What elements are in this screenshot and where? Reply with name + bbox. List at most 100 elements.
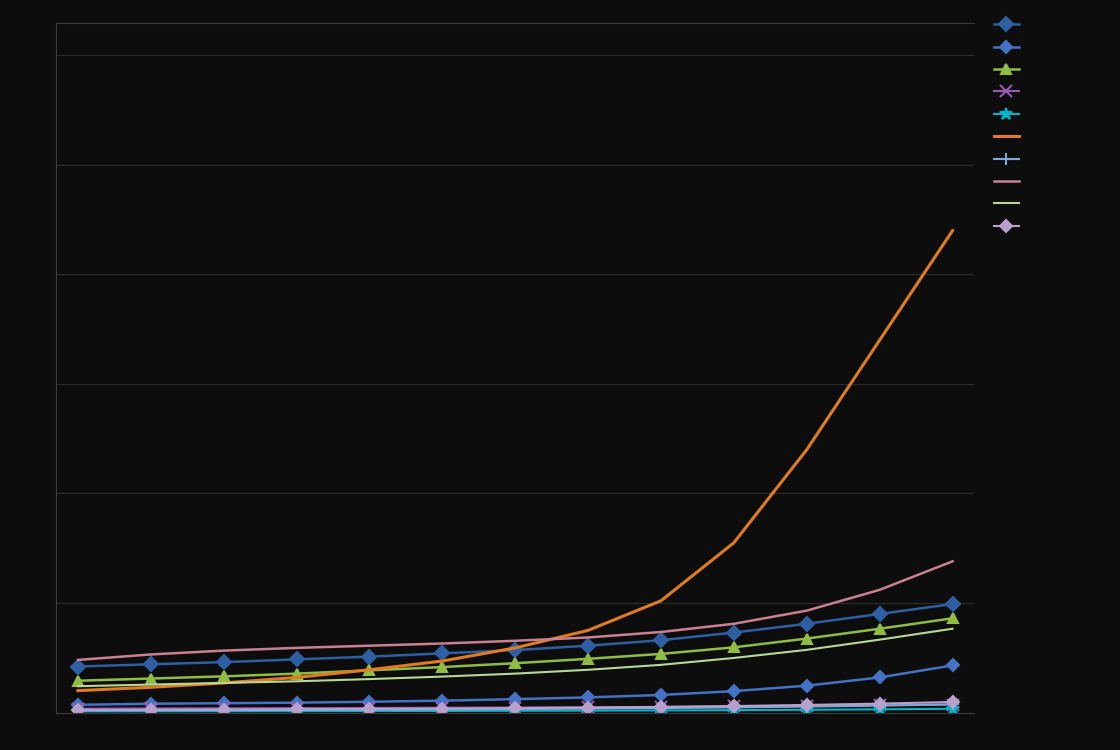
S7: [72, 706, 85, 715]
S9: [508, 669, 522, 678]
S1: [945, 599, 959, 608]
S3: [436, 662, 449, 671]
S1: [800, 620, 813, 628]
S1: [144, 660, 158, 669]
S2: [508, 694, 522, 703]
S1: [290, 655, 304, 664]
S7: [872, 701, 886, 710]
S10: [800, 700, 813, 709]
S7: [581, 704, 595, 713]
S9: [290, 676, 304, 686]
S1: [72, 662, 85, 671]
S9: [581, 665, 595, 674]
S1: [436, 649, 449, 658]
S1: [581, 641, 595, 650]
Line: S9: S9: [78, 628, 952, 686]
S8: [217, 646, 231, 655]
S4: [945, 700, 959, 709]
S5: [508, 706, 522, 716]
S8: [581, 633, 595, 642]
S10: [727, 701, 740, 710]
S6: [290, 673, 304, 682]
S4: [436, 704, 449, 712]
S2: [581, 693, 595, 702]
S9: [800, 645, 813, 654]
S4: [363, 704, 376, 712]
S8: [72, 656, 85, 664]
S8: [363, 641, 376, 650]
S8: [436, 639, 449, 648]
Line: S8: S8: [78, 561, 952, 660]
S5: [290, 706, 304, 716]
S8: [144, 650, 158, 659]
S8: [654, 628, 668, 637]
S2: [72, 700, 85, 709]
S7: [436, 705, 449, 714]
S9: [727, 653, 740, 662]
S6: [727, 538, 740, 548]
S5: [363, 706, 376, 716]
S10: [72, 706, 85, 715]
Line: S1: S1: [73, 599, 958, 671]
S6: [945, 226, 959, 235]
S4: [581, 703, 595, 712]
S6: [363, 665, 376, 674]
S4: [217, 704, 231, 712]
S6: [508, 644, 522, 652]
S7: [508, 704, 522, 713]
S1: [654, 636, 668, 645]
S5: [727, 706, 740, 715]
S7: [363, 705, 376, 714]
S5: [581, 706, 595, 716]
S2: [800, 681, 813, 690]
S4: [144, 704, 158, 713]
S6: [436, 656, 449, 665]
S2: [363, 698, 376, 706]
S8: [290, 644, 304, 652]
S10: [508, 704, 522, 712]
S3: [144, 674, 158, 683]
S1: [363, 652, 376, 662]
S2: [436, 696, 449, 705]
S9: [363, 674, 376, 683]
S9: [654, 660, 668, 669]
Line: S7: S7: [73, 699, 958, 716]
S3: [581, 654, 595, 663]
Line: S4: S4: [73, 699, 958, 714]
S4: [72, 704, 85, 713]
S1: [727, 628, 740, 637]
S7: [945, 700, 959, 709]
S9: [217, 679, 231, 688]
S10: [581, 703, 595, 712]
S10: [290, 705, 304, 714]
S2: [945, 661, 959, 670]
S6: [581, 626, 595, 634]
S5: [436, 706, 449, 716]
S4: [872, 700, 886, 709]
S9: [144, 680, 158, 689]
S5: [144, 706, 158, 716]
S9: [72, 682, 85, 691]
S5: [72, 707, 85, 716]
S7: [727, 703, 740, 712]
S3: [727, 643, 740, 652]
S2: [872, 673, 886, 682]
S9: [436, 672, 449, 681]
S2: [217, 699, 231, 708]
S5: [872, 705, 886, 714]
S5: [945, 704, 959, 713]
S3: [945, 614, 959, 622]
S1: [217, 658, 231, 667]
S8: [727, 620, 740, 628]
S4: [654, 703, 668, 712]
Line: S2: S2: [74, 662, 956, 709]
Line: S10: S10: [74, 698, 956, 714]
S3: [290, 669, 304, 678]
S6: [654, 596, 668, 605]
Legend: , , , , , , , , , : , , , , , , , , ,: [990, 15, 1026, 237]
S6: [217, 679, 231, 688]
S6: [872, 335, 886, 344]
S10: [945, 698, 959, 706]
S8: [508, 636, 522, 645]
S6: [800, 446, 813, 454]
